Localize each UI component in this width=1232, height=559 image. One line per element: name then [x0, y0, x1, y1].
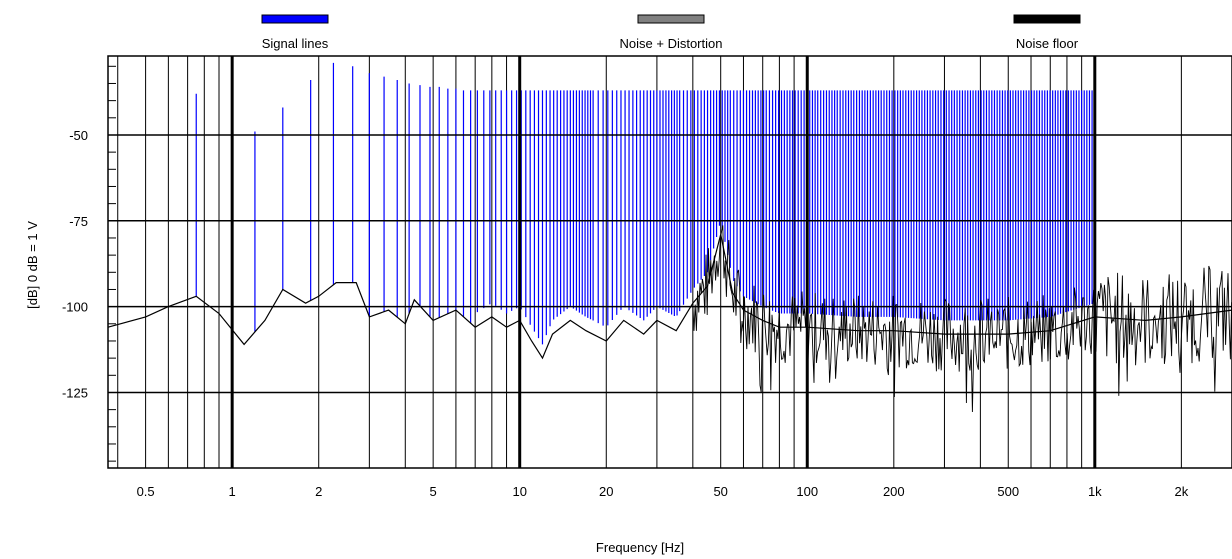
x-tick-label: 5 — [430, 484, 437, 499]
x-axis-label: Frequency [Hz] — [596, 540, 684, 555]
x-tick-label: 1 — [229, 484, 236, 499]
x-tick-label: 10 — [512, 484, 526, 499]
plot-frame — [107, 55, 1232, 469]
legend: Signal lines Noise + Distortion Noise floo… — [261, 14, 1081, 51]
x-tick-label: 100 — [796, 484, 818, 499]
y-tick-label: -50 — [69, 128, 88, 143]
x-tick-label: 1k — [1088, 484, 1102, 499]
legend-label: Noise floor — [1016, 36, 1079, 51]
x-tick-label: 200 — [883, 484, 905, 499]
y-tick-labels: -50 -75 -100 -125 — [62, 128, 88, 401]
legend-label: Signal lines — [262, 36, 329, 51]
x-tick-label: 0.5 — [137, 484, 155, 499]
legend-label: Noise + Distortion — [620, 36, 723, 51]
y-tick-label: -125 — [62, 385, 88, 400]
series-noise-floor — [107, 225, 1232, 413]
x-tick-label: 2k — [1174, 484, 1188, 499]
x-tick-labels: 0.5 1 2 5 10 20 50 100 200 500 1k 2k — [137, 484, 1189, 499]
major-grid — [108, 56, 1232, 468]
y-axis-label: [dB] 0 dB = 1 V — [25, 221, 40, 309]
x-tick-label: 2 — [315, 484, 322, 499]
plot-area — [107, 55, 1232, 469]
legend-swatch — [1013, 14, 1081, 24]
x-tick-label: 50 — [713, 484, 727, 499]
legend-swatch — [637, 14, 705, 24]
x-tick-label: 500 — [997, 484, 1019, 499]
y-tick-label: -100 — [62, 300, 88, 315]
noise-floor-texture — [692, 225, 1232, 413]
x-tick-label: 20 — [599, 484, 613, 499]
legend-swatch — [261, 14, 329, 24]
y-tick-label: -75 — [69, 214, 88, 229]
y-minor-ticks — [108, 65, 116, 462]
